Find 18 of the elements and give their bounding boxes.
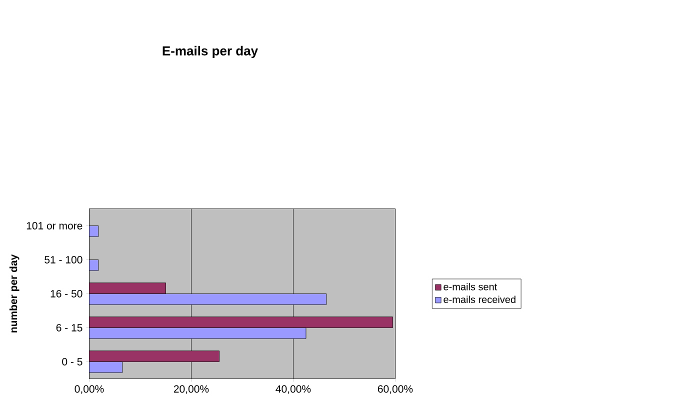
- chart-title: E-mails per day: [162, 46, 258, 58]
- x-tick-label: 40,00%: [276, 385, 311, 394]
- x-tick-label: 0,00%: [74, 385, 104, 394]
- y-tick-label: 6 - 15: [56, 324, 82, 332]
- x-tick-label: 20,00%: [174, 385, 209, 394]
- bar: [89, 350, 220, 362]
- bar: [89, 316, 393, 328]
- legend-label: e-mails received: [444, 296, 516, 304]
- x-tick-label: 60,00%: [378, 385, 413, 394]
- y-axis-title: number per day: [9, 254, 20, 332]
- legend-label: e-mails sent: [444, 282, 498, 290]
- bar: [89, 260, 99, 271]
- bar: [89, 282, 166, 294]
- y-tick-label: 0 - 5: [62, 358, 82, 366]
- y-tick-label: 51 - 100: [44, 256, 82, 264]
- bar: [89, 226, 99, 237]
- y-tick-label: 101 or more: [26, 222, 82, 230]
- y-tick-label: 16 - 50: [50, 290, 82, 298]
